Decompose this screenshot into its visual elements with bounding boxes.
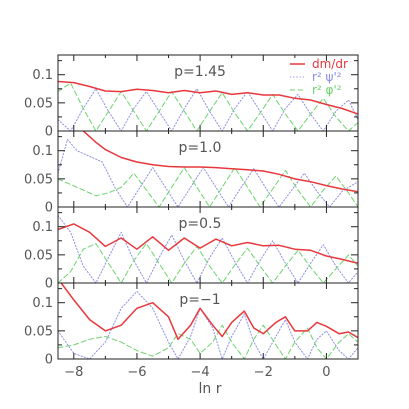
panel-4: 0 0.05 0.1 p=−1 <box>24 282 359 368</box>
y-tick-label: 0.05 <box>24 96 53 111</box>
panel-label: p=0.5 <box>179 216 222 232</box>
panel-2: 0 0.05 0.1 p=1.0 <box>24 130 359 216</box>
x-tick-label: −4 <box>191 365 210 380</box>
y-tick-label: 0.05 <box>24 324 53 339</box>
y-tick-label: 0.1 <box>32 220 53 235</box>
y-tick-label: 0.1 <box>32 68 53 83</box>
y-tick-label: 0 <box>45 125 53 140</box>
series-line-psi <box>58 214 358 283</box>
series-line-phi <box>58 243 358 283</box>
y-tick-label: 0 <box>45 277 53 292</box>
y-tick-label: 0.1 <box>32 296 53 311</box>
series-line-dmdr <box>82 131 358 193</box>
panel-frame <box>57 282 359 360</box>
x-axis-title: ln r <box>199 381 222 397</box>
panel-label: p=1.0 <box>179 140 222 156</box>
y-tick-label: 0.1 <box>32 144 53 159</box>
legend-label: r² ψ'² <box>312 70 342 84</box>
y-tick-label: 0 <box>45 201 53 216</box>
x-tick-label: −2 <box>254 365 273 380</box>
x-tick-label: −8 <box>64 365 83 380</box>
panel-1: 0 0.05 0.1 p=1.45 <box>24 54 359 140</box>
series-line-dmdr <box>58 80 358 115</box>
y-tick-label: 0 <box>45 353 53 368</box>
y-tick-label: 0.05 <box>24 172 53 187</box>
series-line-phi <box>58 167 358 207</box>
series-line-phi <box>58 82 358 131</box>
series-line-dmdr <box>60 283 358 341</box>
series-line-phi <box>58 324 358 359</box>
y-tick-label: 0.05 <box>24 248 53 263</box>
panel-3: 0 0.05 0.1 p=0.5 <box>24 206 359 292</box>
legend-label: dm/dr <box>312 57 348 71</box>
x-tick-label: 0 <box>322 365 330 380</box>
series-line-psi <box>58 290 358 359</box>
panel-label: p=−1 <box>179 292 220 308</box>
legend-label: r² φ'² <box>312 83 342 97</box>
x-tick-label: −6 <box>127 365 146 380</box>
series-line-dmdr <box>58 223 358 265</box>
panel-label: p=1.45 <box>174 64 226 80</box>
